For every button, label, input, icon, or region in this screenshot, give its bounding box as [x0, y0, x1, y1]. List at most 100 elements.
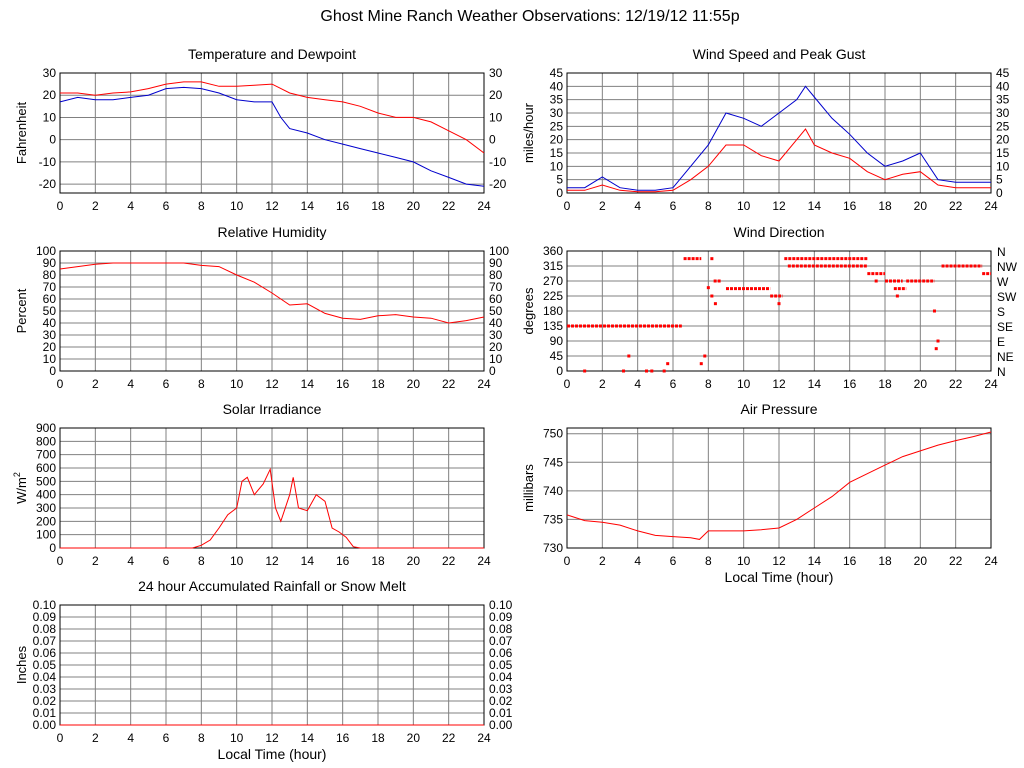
- y-tick-label: 730: [543, 541, 563, 555]
- chart-title: Temperature and Dewpoint: [188, 46, 356, 62]
- y-tick-label-right: 25: [996, 119, 1010, 133]
- y-tick-label: 100: [36, 244, 56, 258]
- y-tick-label: 90: [550, 334, 564, 348]
- y-tick-label-right: -10: [489, 155, 507, 169]
- y-tick-label-right: 0.10: [489, 598, 513, 612]
- y-tick-label-right: -20: [489, 177, 507, 191]
- y-tick-label-right: 45: [996, 66, 1010, 80]
- wind-direction-point: [777, 302, 781, 306]
- y-tick-label: 45: [550, 66, 564, 80]
- y-tick-label: 20: [43, 340, 57, 354]
- rh-series-line-red: [59, 262, 485, 324]
- compass-label: W: [997, 275, 1009, 289]
- y-tick-label: 30: [550, 106, 564, 120]
- y-axis-label: Percent: [14, 288, 29, 333]
- chart-title: Wind Speed and Peak Gust: [693, 46, 866, 62]
- x-tick-label: 8: [198, 377, 205, 391]
- x-tick-label: 10: [737, 377, 751, 391]
- chart-title: Air Pressure: [740, 401, 817, 417]
- y-axis-label: miles/hour: [521, 102, 536, 163]
- wind-series-line-blue: [567, 85, 991, 191]
- y-tick-label: 25: [550, 119, 564, 133]
- x-tick-label: 20: [407, 377, 421, 391]
- y-tick-label: 740: [543, 484, 563, 498]
- x-tick-label: 16: [336, 199, 350, 213]
- x-tick-label: 4: [634, 199, 641, 213]
- temp-series-line-red: [60, 81, 485, 154]
- x-tick-label: 18: [371, 731, 385, 745]
- wind-direction-point: [699, 362, 703, 366]
- y-tick-label: 745: [543, 455, 563, 469]
- y-tick-label-right: 0.00: [489, 718, 513, 732]
- chart-title: Relative Humidity: [218, 224, 327, 240]
- y-tick-label: 500: [36, 474, 56, 488]
- y-tick-label-right: 30: [489, 328, 503, 342]
- x-tick-label: 4: [127, 377, 134, 391]
- wind-direction-point: [666, 362, 670, 366]
- x-tick-label: 4: [127, 554, 134, 568]
- x-tick-label: 2: [92, 199, 99, 213]
- x-tick-label: 12: [265, 377, 279, 391]
- y-tick-label-right: 15: [996, 146, 1010, 160]
- x-tick-label: 24: [984, 377, 998, 391]
- plot-frame: [59, 72, 485, 194]
- pressure-series-line-red: [566, 431, 992, 540]
- x-tick-label: 2: [92, 731, 99, 745]
- y-tick-label: 80: [43, 268, 57, 282]
- wind-direction-point: [710, 294, 714, 298]
- y-tick-label: 0: [49, 133, 56, 147]
- x-tick-label: 20: [914, 199, 928, 213]
- y-tick-label-right: 0.07: [489, 634, 513, 648]
- compass-label: S: [997, 305, 1005, 319]
- x-tick-label: 14: [808, 554, 822, 568]
- y-axis-label: Inches: [14, 645, 29, 684]
- y-tick-label: 0: [556, 364, 563, 378]
- y-tick-label: -10: [39, 155, 57, 169]
- y-tick-label: 70: [43, 280, 57, 294]
- x-tick-label: 10: [230, 731, 244, 745]
- wind-direction-point: [713, 302, 717, 306]
- x-tick-label: 18: [371, 554, 385, 568]
- wind-direction-point: [895, 294, 899, 298]
- y-tick-label: 0.04: [33, 670, 57, 684]
- wind-direction-point: [932, 309, 936, 313]
- y-tick-label-right: 10: [489, 352, 503, 366]
- y-tick-label: -20: [39, 177, 57, 191]
- x-tick-label: 14: [808, 199, 822, 213]
- x-tick-label: 6: [670, 377, 677, 391]
- y-tick-label-right: 0.04: [489, 670, 513, 684]
- plot-frame: [59, 427, 485, 549]
- x-tick-label: 20: [914, 377, 928, 391]
- y-axis-label: degrees: [521, 287, 536, 334]
- x-axis-label: Local Time (hour): [218, 746, 327, 762]
- x-tick-label: 10: [737, 554, 751, 568]
- y-tick-label: 20: [43, 88, 57, 102]
- y-tick-label-right: 40: [996, 79, 1010, 93]
- x-tick-label: 24: [477, 377, 491, 391]
- compass-label: E: [997, 335, 1005, 349]
- compass-label: N: [997, 365, 1006, 379]
- y-tick-label: 20: [550, 133, 564, 147]
- plot-frame: [566, 427, 992, 549]
- y-tick-label: 600: [36, 461, 56, 475]
- x-tick-label: 0: [564, 377, 571, 391]
- rain-chart: 24 hour Accumulated Rainfall or Snow Mel…: [14, 578, 513, 762]
- x-tick-label: 6: [163, 377, 170, 391]
- chart-title: Solar Irradiance: [223, 401, 322, 417]
- y-tick-label-right: 35: [996, 93, 1010, 107]
- x-tick-label: 14: [301, 554, 315, 568]
- chart-title: 24 hour Accumulated Rainfall or Snow Mel…: [138, 578, 406, 594]
- x-tick-label: 20: [914, 554, 928, 568]
- wind-direction-point: [650, 369, 654, 373]
- x-tick-label: 20: [407, 554, 421, 568]
- x-tick-label: 6: [670, 199, 677, 213]
- x-tick-label: 18: [878, 554, 892, 568]
- compass-label: SW: [997, 290, 1017, 304]
- y-tick-label: 50: [43, 304, 57, 318]
- solar-series-line-red: [60, 467, 484, 549]
- y-tick-label: 180: [543, 304, 563, 318]
